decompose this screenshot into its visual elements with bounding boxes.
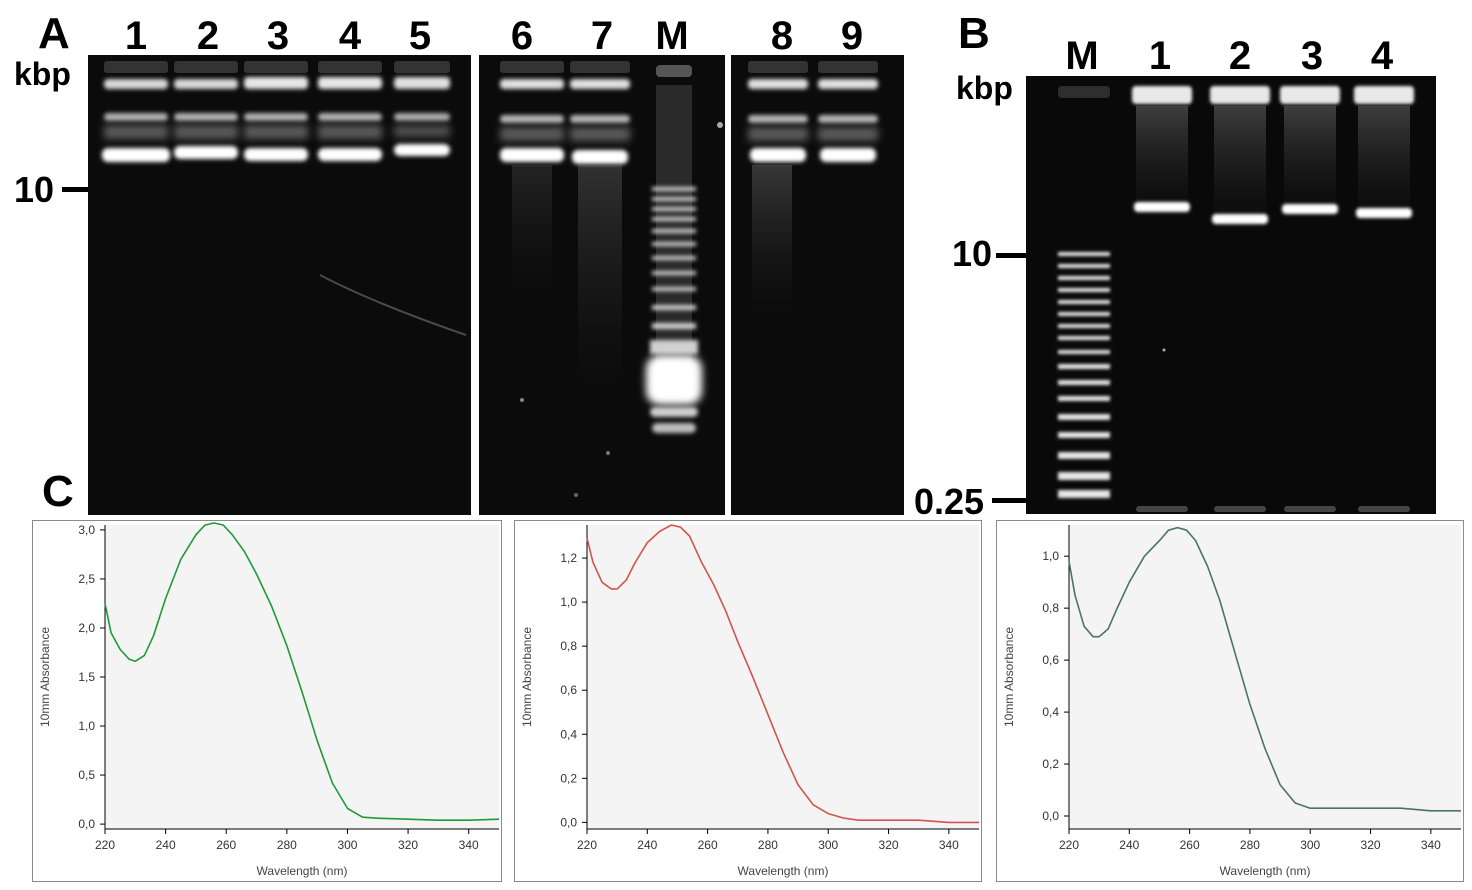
y-tick-label: 1,0 <box>560 595 577 609</box>
x-axis-label: Wavelength (nm) <box>257 864 348 878</box>
y-axis-label: 10mm Absorbance <box>38 627 52 727</box>
gel-a-lanes <box>102 61 878 433</box>
x-tick-label: 340 <box>1421 838 1441 852</box>
panel-b-lane-label: 4 <box>1370 34 1394 78</box>
panel-a-lane-label: 8 <box>770 14 794 58</box>
absorbance-series-line <box>586 524 979 824</box>
gel-image-a <box>88 55 904 515</box>
panel-a-lane-label: 7 <box>590 14 614 58</box>
panel-a-lane-label: 9 <box>840 14 864 58</box>
x-tick-label: 220 <box>1059 838 1079 852</box>
x-tick-label: 280 <box>277 838 297 852</box>
x-tick-label: 260 <box>698 838 718 852</box>
x-axis-label: Wavelength (nm) <box>738 864 829 878</box>
y-tick-label: 0,8 <box>560 639 577 653</box>
gel-b-marker-lane <box>1058 86 1110 498</box>
y-tick-label: 1,0 <box>78 719 95 733</box>
panel-a-lane-label: 3 <box>266 14 290 58</box>
x-tick-label: 300 <box>337 838 357 852</box>
x-tick-label: 280 <box>758 838 778 852</box>
x-tick-label: 260 <box>1180 838 1200 852</box>
y-tick-label: 1,2 <box>560 551 577 565</box>
x-axis-label: Wavelength (nm) <box>1220 864 1311 878</box>
panel-a-lane-label: 4 <box>338 14 362 58</box>
x-tick-label: 340 <box>939 838 959 852</box>
spectrum-chart-3: 220 240 260 280 300 320 340 0,0 0,2 0,4 0,6 0,8 1,0 W… <box>996 520 1464 882</box>
x-tick-label: 220 <box>95 838 115 852</box>
y-tick-label: 2,5 <box>78 572 95 586</box>
panel-b-letter: B <box>958 9 990 58</box>
y-tick-label: 0,4 <box>1042 705 1059 719</box>
y-tick-label: 0,0 <box>1042 809 1059 823</box>
panel-a-lane-label: 2 <box>196 14 220 58</box>
y-tick-label: 0,2 <box>560 771 577 785</box>
panel-a-marker-label: 10 <box>14 169 55 210</box>
panel-a-unit-label: kbp <box>14 56 71 92</box>
panel-b-lane-label: 2 <box>1228 34 1252 78</box>
plot-area <box>105 525 499 829</box>
x-tick-label: 300 <box>818 838 838 852</box>
panel-a-lane-label: M <box>655 14 689 58</box>
absorbance-series-line <box>104 522 500 821</box>
x-tick-label: 260 <box>216 838 236 852</box>
absorbance-series-line <box>1068 526 1461 812</box>
spectrum-plot-2: 220 240 260 280 300 320 340 0,0 0,2 0,4 0,6 0,8 1,0 1… <box>520 524 979 878</box>
x-tick-label: 320 <box>1361 838 1381 852</box>
x-tick-label: 220 <box>577 838 597 852</box>
panel-a-lane-label: 6 <box>510 14 534 58</box>
x-tick-label: 340 <box>459 838 479 852</box>
panel-b-lane-label: M <box>1065 34 1099 78</box>
y-tick-label: 0,8 <box>1042 601 1059 615</box>
y-axis-label: 10mm Absorbance <box>520 627 534 727</box>
spectrum-plot-1: 220 240 260 280 300 320 340 0,0 0,5 1,0 1,5 2,0 2,5 3… <box>38 522 500 878</box>
spectrum-plot-3: 220 240 260 280 300 320 340 0,0 0,2 0,4 0,6 0,8 1,0 W… <box>1002 525 1461 878</box>
y-tick-label: 0,5 <box>78 768 95 782</box>
panel-b-marker-top-label: 10 <box>952 233 993 274</box>
panel-b-marker-bottom-tick <box>992 498 1026 503</box>
y-tick-label: 0,6 <box>560 683 577 697</box>
gel-a-marker-lane <box>646 65 702 433</box>
x-tick-label: 240 <box>1119 838 1139 852</box>
panel-b-lane-label: 1 <box>1148 34 1172 78</box>
y-axis-label: 10mm Absorbance <box>1002 627 1016 727</box>
panel-b-marker-bottom-label: 0.25 <box>914 481 985 522</box>
y-tick-label: 0,0 <box>560 815 577 829</box>
panel-a-letter: A <box>38 9 70 58</box>
plot-area <box>1069 525 1461 829</box>
panel-b-unit-label: kbp <box>956 70 1013 106</box>
y-tick-label: 3,0 <box>78 523 95 537</box>
x-tick-label: 300 <box>1300 838 1320 852</box>
x-tick-label: 280 <box>1240 838 1260 852</box>
panel-c-letter: C <box>42 467 74 516</box>
panel-a-lane-label: 1 <box>124 14 148 58</box>
y-tick-label: 2,0 <box>78 621 95 635</box>
x-tick-label: 320 <box>879 838 899 852</box>
panel-b-lane-label: 3 <box>1300 34 1324 78</box>
spectrum-chart-1: 220 240 260 280 300 320 340 0,0 0,5 1,0 1,5 2,0 2,5 3… <box>32 520 502 882</box>
y-tick-label: 0,6 <box>1042 653 1059 667</box>
y-tick-label: 0,0 <box>78 817 95 831</box>
plot-area <box>587 525 979 829</box>
y-tick-label: 0,2 <box>1042 757 1059 771</box>
gel-image-b <box>1026 76 1436 514</box>
y-tick-label: 1,5 <box>78 670 95 684</box>
y-tick-label: 1,0 <box>1042 549 1059 563</box>
panel-a-marker-tick <box>62 187 90 192</box>
panel-b-marker-top-tick <box>996 253 1028 258</box>
x-tick-label: 240 <box>637 838 657 852</box>
spectrum-chart-2: 220 240 260 280 300 320 340 0,0 0,2 0,4 0,6 0,8 1,0 1… <box>514 520 982 882</box>
y-tick-label: 0,4 <box>560 727 577 741</box>
x-tick-label: 320 <box>398 838 418 852</box>
x-tick-label: 240 <box>156 838 176 852</box>
panel-a-lane-label: 5 <box>408 14 432 58</box>
